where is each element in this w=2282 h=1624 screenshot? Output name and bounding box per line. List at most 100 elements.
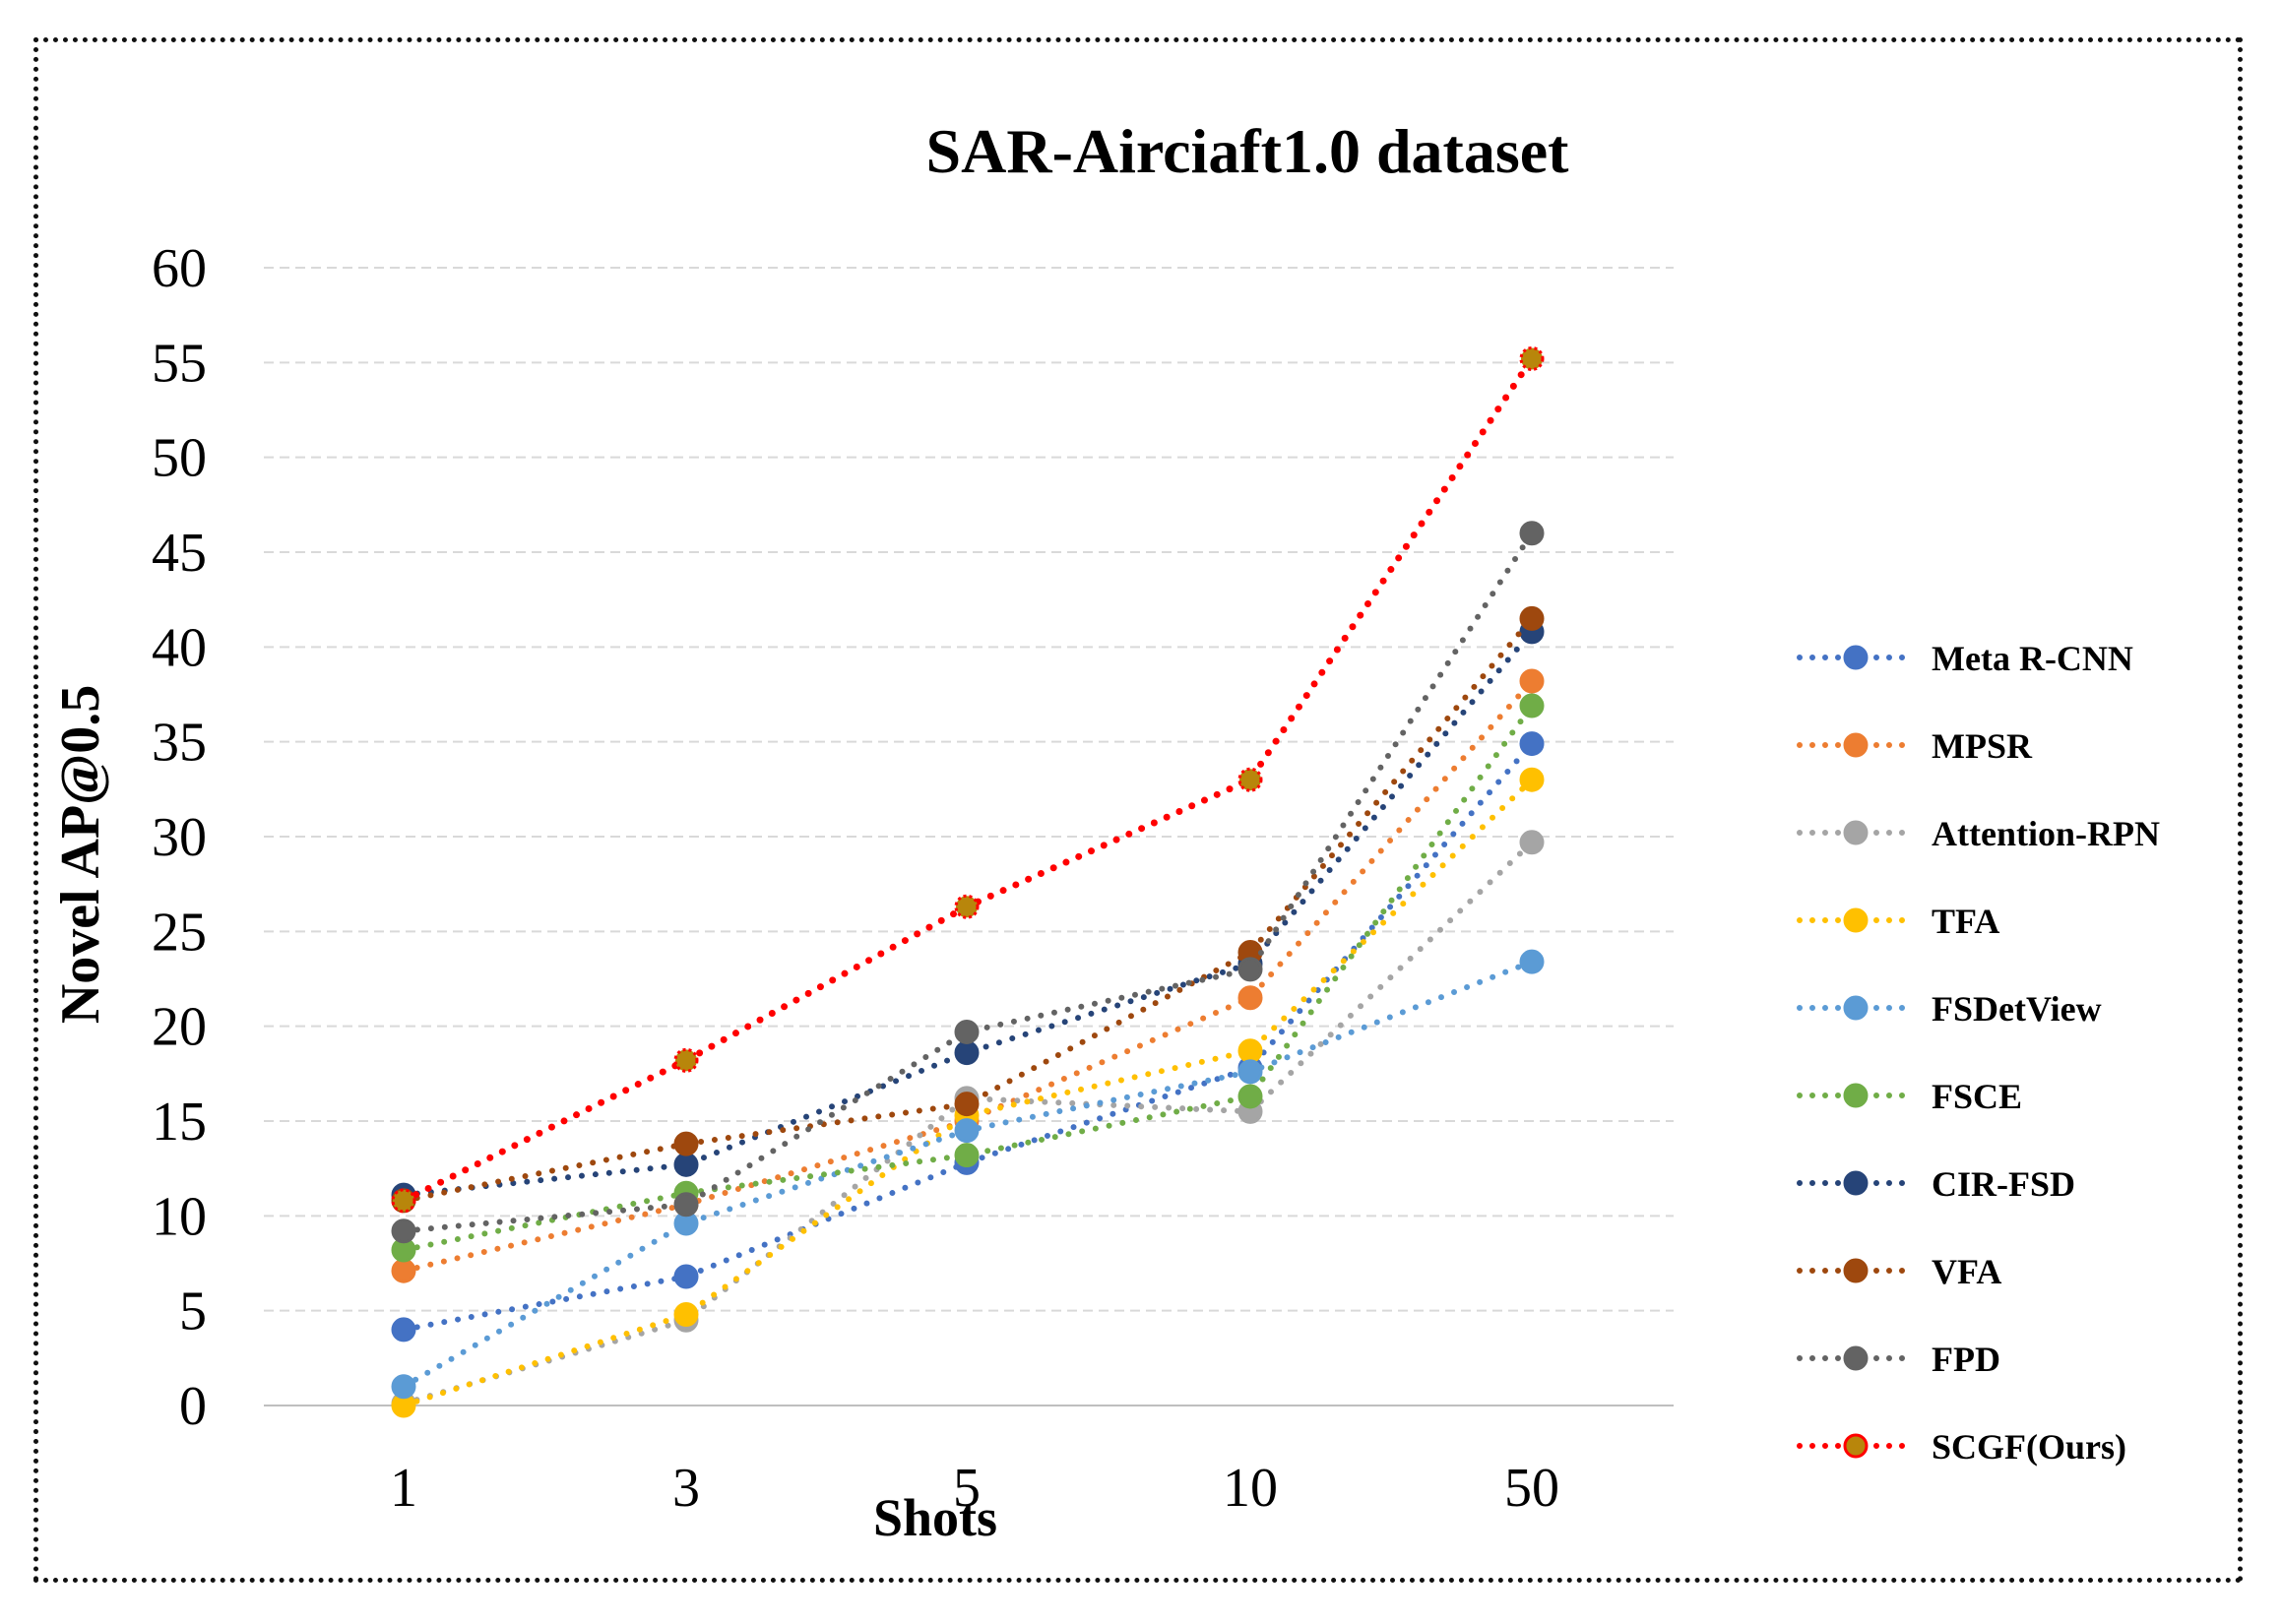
legend-marker <box>1843 995 1869 1021</box>
legend-marker <box>1843 1433 1869 1459</box>
y-tick-label: 10 <box>152 1186 207 1247</box>
data-point <box>954 1092 980 1117</box>
gridlines <box>264 267 1674 1406</box>
legend-label: TFA <box>1932 902 1999 941</box>
chart-frame <box>33 37 2243 1583</box>
data-point <box>1237 767 1263 792</box>
data-point <box>1237 957 1263 982</box>
y-tick-label: 55 <box>152 333 207 394</box>
data-point <box>1519 605 1545 631</box>
y-tick-label: 60 <box>152 238 207 299</box>
legend-label: Attention-RPN <box>1932 814 2160 853</box>
data-point <box>391 1218 416 1244</box>
legend-item: MPSR <box>1797 726 2033 766</box>
legend-marker <box>1843 732 1869 758</box>
x-tick-label: 1 <box>390 1458 417 1519</box>
data-point <box>673 1152 699 1177</box>
legend-item: SCGF(Ours) <box>1797 1427 2126 1467</box>
x-axis-ticks: 1 3 5 10 50 <box>390 1458 1559 1519</box>
data-point <box>1519 949 1545 974</box>
legend-item: Attention-RPN <box>1797 814 2160 853</box>
legend-label: SCGF(Ours) <box>1932 1427 2126 1467</box>
y-tick-label: 20 <box>152 997 207 1058</box>
y-tick-label: 0 <box>179 1376 207 1437</box>
data-point <box>391 1188 416 1214</box>
series-line <box>401 703 1535 1253</box>
series-line <box>401 530 1535 1234</box>
data-point <box>673 1192 699 1218</box>
y-axis-label: Novel AP@0.5 <box>50 685 111 1025</box>
y-axis-ticks: 0 5 10 15 20 25 30 35 40 45 50 55 60 <box>152 238 207 1437</box>
data-point <box>954 1143 980 1168</box>
legend-item: FSDetView <box>1797 989 2102 1029</box>
legend-item: VFA <box>1797 1252 2001 1291</box>
y-tick-label: 5 <box>179 1281 207 1343</box>
legend-marker <box>1843 820 1869 845</box>
legend: Meta R-CNN MPSR Attention-RPN TFA FSDetView F… <box>1797 639 2160 1467</box>
data-point <box>1519 731 1545 757</box>
legend-marker <box>1843 1345 1869 1371</box>
x-tick-label: 50 <box>1504 1458 1559 1519</box>
series-lines <box>391 345 1545 1418</box>
series-line <box>401 678 1535 1275</box>
series-fsdetview <box>391 949 1545 1400</box>
x-axis-label: Shots <box>873 1488 997 1547</box>
y-tick-label: 45 <box>152 523 207 584</box>
legend-item: TFA <box>1797 902 1999 941</box>
data-point <box>954 1019 980 1044</box>
data-point <box>1237 1084 1263 1109</box>
data-point <box>1237 985 1263 1011</box>
series-scgf-ours <box>391 345 1545 1214</box>
legend-label: FPD <box>1932 1340 2000 1379</box>
y-tick-label: 15 <box>152 1092 207 1153</box>
series-line <box>401 615 1535 1204</box>
data-point <box>1519 521 1545 546</box>
series-line <box>400 355 1536 1205</box>
legend-label: Meta R-CNN <box>1932 639 2133 678</box>
series-fpd <box>391 521 1545 1244</box>
data-point <box>391 1317 416 1343</box>
legend-marker <box>1843 907 1869 933</box>
data-point <box>954 1118 980 1144</box>
legend-marker <box>1843 1170 1869 1196</box>
data-point <box>391 1258 416 1283</box>
data-point <box>954 1040 980 1066</box>
data-point <box>391 1374 416 1400</box>
data-point <box>673 1047 699 1073</box>
legend-label: CIR-FSD <box>1932 1164 2075 1204</box>
legend-marker <box>1843 645 1869 670</box>
data-point <box>1519 668 1545 694</box>
data-point <box>673 1131 699 1156</box>
data-point <box>1237 1038 1263 1064</box>
legend-item: FPD <box>1797 1340 2000 1379</box>
data-point <box>1237 1059 1263 1085</box>
data-point <box>673 1264 699 1289</box>
y-tick-label: 40 <box>152 617 207 678</box>
y-tick-label: 35 <box>152 713 207 774</box>
data-point <box>1519 830 1545 855</box>
data-point <box>1519 767 1545 792</box>
x-tick-label: 5 <box>953 1458 981 1519</box>
series-line <box>401 777 1535 1408</box>
legend-marker <box>1843 1083 1869 1108</box>
data-point <box>673 1302 699 1328</box>
y-tick-label: 30 <box>152 807 207 868</box>
y-tick-label: 50 <box>152 428 207 489</box>
x-tick-label: 3 <box>672 1458 700 1519</box>
y-tick-label: 25 <box>152 902 207 963</box>
legend-label: VFA <box>1932 1252 2001 1291</box>
data-point <box>1519 345 1545 371</box>
legend-label: FSDetView <box>1932 989 2102 1029</box>
series-mpsr <box>391 668 1545 1283</box>
legend-marker <box>1843 1258 1869 1283</box>
legend-item: Meta R-CNN <box>1797 639 2133 678</box>
x-tick-label: 10 <box>1223 1458 1278 1519</box>
legend-item: FSCE <box>1797 1077 2022 1116</box>
legend-item: CIR-FSD <box>1797 1164 2075 1204</box>
data-point <box>954 894 980 919</box>
series-fsce <box>391 693 1545 1263</box>
data-point <box>1519 693 1545 718</box>
legend-label: FSCE <box>1932 1077 2022 1116</box>
chart-title: SAR-Airciaft1.0 dataset <box>926 116 1570 186</box>
